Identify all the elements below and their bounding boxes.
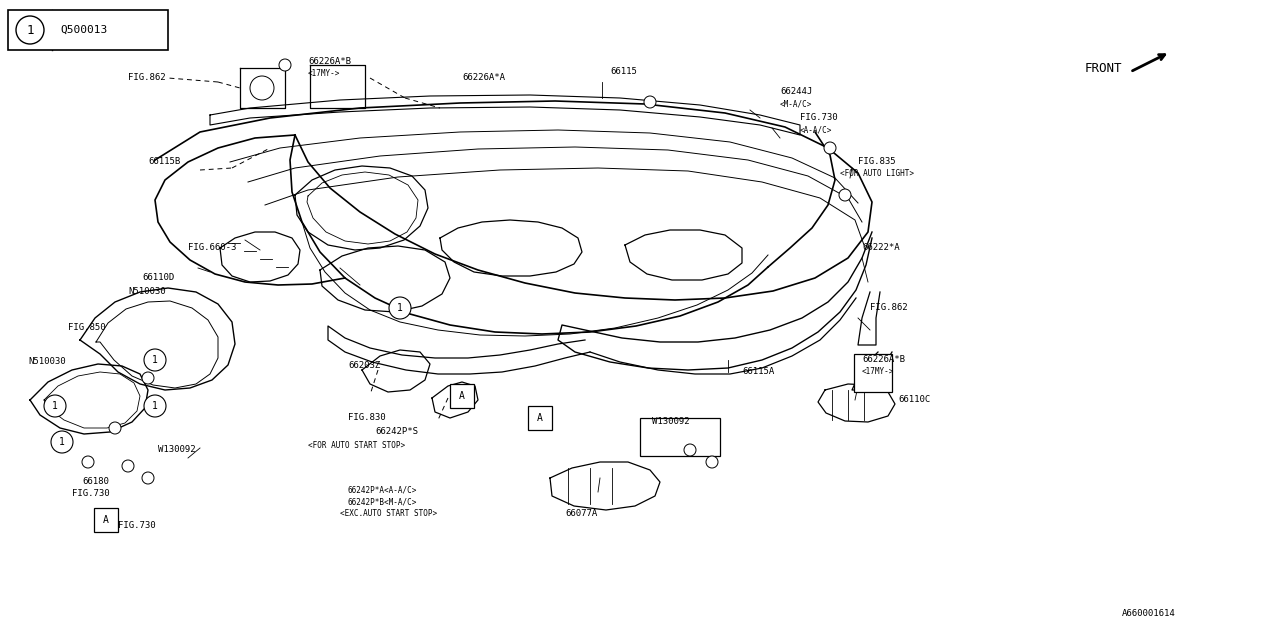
Text: A: A (538, 413, 543, 423)
Text: <FOR AUTO START STOP>: <FOR AUTO START STOP> (308, 442, 406, 451)
Text: 1: 1 (27, 24, 33, 36)
Text: 66226A*B: 66226A*B (861, 355, 905, 365)
Circle shape (142, 472, 154, 484)
Circle shape (82, 456, 93, 468)
Text: 66110D: 66110D (142, 273, 174, 282)
Text: A660001614: A660001614 (1123, 609, 1176, 618)
Text: <17MY->: <17MY-> (308, 70, 340, 79)
Text: FIG.660-3: FIG.660-3 (188, 243, 237, 253)
Text: A: A (104, 515, 109, 525)
Text: FIG.835: FIG.835 (858, 157, 896, 166)
Text: 66242P*S: 66242P*S (375, 428, 419, 436)
Circle shape (142, 372, 154, 384)
Bar (529, 406, 552, 430)
Circle shape (143, 349, 166, 371)
Text: 66203Z: 66203Z (348, 360, 380, 369)
Text: 1: 1 (152, 355, 157, 365)
Text: <M-A/C>: <M-A/C> (780, 99, 813, 109)
Circle shape (644, 96, 657, 108)
Text: N510030: N510030 (128, 287, 165, 296)
Text: FIG.862: FIG.862 (870, 303, 908, 312)
Bar (93, 508, 118, 532)
Circle shape (389, 297, 411, 319)
Circle shape (15, 16, 44, 44)
Circle shape (51, 431, 73, 453)
Text: <EXC.AUTO START STOP>: <EXC.AUTO START STOP> (340, 509, 438, 518)
Text: 1: 1 (397, 303, 403, 313)
Text: 66180: 66180 (82, 477, 109, 486)
Bar (8, 10, 168, 50)
Circle shape (250, 76, 274, 100)
Text: 66226A*A: 66226A*A (462, 74, 506, 83)
Circle shape (279, 59, 291, 71)
Circle shape (684, 444, 696, 456)
Text: FIG.730: FIG.730 (72, 490, 110, 499)
Text: 66242P*B<M-A/C>: 66242P*B<M-A/C> (348, 497, 417, 506)
Text: 66115: 66115 (611, 67, 637, 77)
Text: 66226A*B: 66226A*B (308, 58, 351, 67)
Text: 66244J: 66244J (780, 88, 813, 97)
Text: FIG.830: FIG.830 (348, 413, 385, 422)
Text: 66115A: 66115A (742, 367, 774, 376)
Text: FIG.850: FIG.850 (68, 323, 106, 333)
Circle shape (44, 395, 67, 417)
Text: 66077A: 66077A (564, 509, 598, 518)
Circle shape (824, 142, 836, 154)
Text: <FOR AUTO LIGHT>: <FOR AUTO LIGHT> (840, 170, 914, 179)
Text: W130092: W130092 (652, 417, 690, 426)
Text: FIG.862: FIG.862 (128, 74, 165, 83)
Text: 66110C: 66110C (899, 396, 931, 404)
Bar (451, 384, 474, 408)
Text: N510030: N510030 (28, 358, 65, 367)
Text: FRONT: FRONT (1085, 61, 1123, 74)
Text: W130092: W130092 (157, 445, 196, 454)
Text: 1: 1 (152, 401, 157, 411)
Text: A: A (460, 391, 465, 401)
Circle shape (109, 422, 122, 434)
Circle shape (122, 460, 134, 472)
Circle shape (143, 395, 166, 417)
Text: 1: 1 (59, 437, 65, 447)
Text: 66115B: 66115B (148, 157, 180, 166)
Bar (640, 418, 719, 456)
Circle shape (838, 189, 851, 201)
Text: FIG.730: FIG.730 (118, 520, 156, 529)
Text: 66242P*A<A-A/C>: 66242P*A<A-A/C> (348, 486, 417, 495)
Text: <17MY->: <17MY-> (861, 367, 895, 376)
Text: 1: 1 (52, 401, 58, 411)
Text: FIG.730: FIG.730 (800, 113, 837, 122)
Text: Q500013: Q500013 (60, 25, 108, 35)
Text: <A-A/C>: <A-A/C> (800, 125, 832, 134)
Bar (854, 354, 892, 392)
Circle shape (707, 456, 718, 468)
Text: 66222*A: 66222*A (861, 243, 900, 253)
